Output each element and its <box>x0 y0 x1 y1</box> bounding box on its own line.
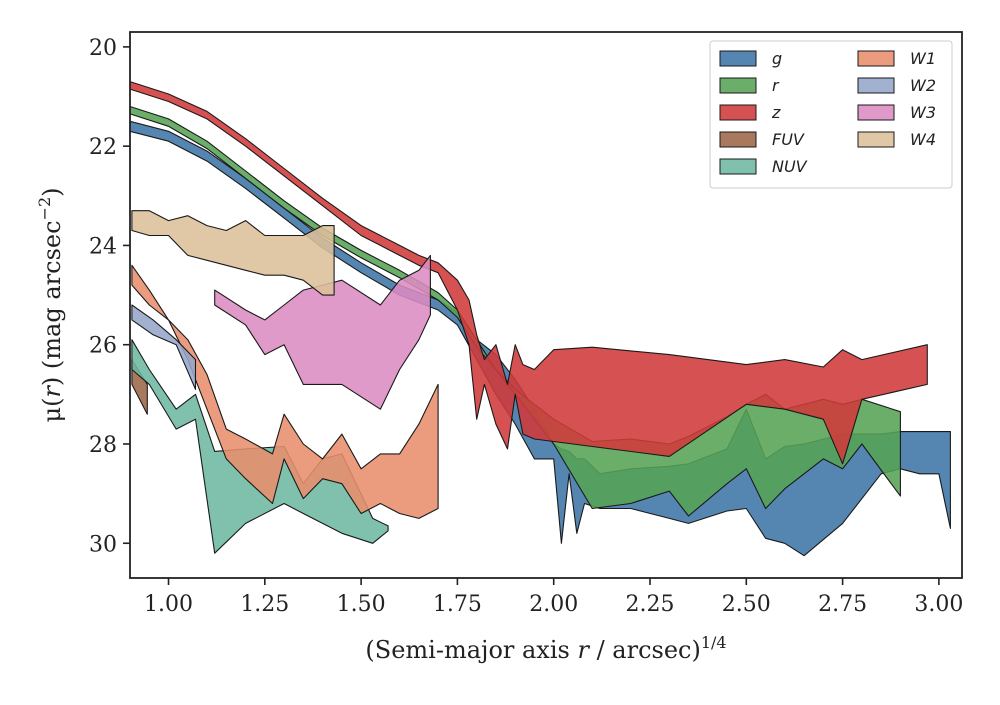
plot-frame <box>129 31 963 579</box>
legend-item-r: r <box>719 76 780 95</box>
legend-label: W4 <box>910 130 936 149</box>
legend-item-w2: W2 <box>857 76 936 95</box>
y-tick-label: 30 <box>89 532 117 557</box>
y-tick-label: 24 <box>89 234 117 259</box>
legend-label: z <box>771 103 781 122</box>
band-w2 <box>131 304 197 390</box>
legend-label: NUV <box>772 157 808 176</box>
x-tick-label: 2.25 <box>626 592 675 617</box>
legend-swatch <box>719 104 757 121</box>
legend-swatch <box>857 104 895 121</box>
x-tick-label: 1.75 <box>433 592 482 617</box>
legend-label: W3 <box>910 103 936 122</box>
band-w3 <box>214 254 431 410</box>
legend-label: r <box>772 76 780 95</box>
legend-swatch <box>857 50 895 67</box>
x-tick-label: 2.50 <box>722 592 771 617</box>
x-tick-label: 2.00 <box>529 592 578 617</box>
legend-swatch <box>857 131 895 148</box>
x-tick-label: 1.00 <box>144 592 193 617</box>
legend-label: W1 <box>910 49 936 68</box>
x-axis-label: (Semi-major axis r / arcsec)1/4 <box>365 633 726 664</box>
y-tick-label: 26 <box>89 334 117 359</box>
legend-swatch <box>719 131 757 148</box>
y-tick-label: 28 <box>89 433 117 458</box>
legend-item-w4: W4 <box>857 130 936 149</box>
legend-label: FUV <box>772 130 805 149</box>
legend-item-w3: W3 <box>857 103 936 122</box>
legend: grz FUV NUV W1 W2 W3 W4 <box>709 40 953 189</box>
legend-swatch <box>719 158 757 175</box>
x-tick-label: 3.00 <box>914 592 963 617</box>
band-z <box>129 81 928 465</box>
band-nuv <box>131 339 389 554</box>
band-w1 <box>131 264 439 519</box>
legend-swatch <box>719 77 757 94</box>
x-axis-ticks: 1.00 1.25 1.50 1.75 2.00 2.25 2.50 2.75 3.00 <box>144 578 963 617</box>
legend-item-z: z <box>719 103 781 122</box>
y-axis-label: μ(r) (mag arcsec−2) <box>35 187 66 422</box>
legend-item-g: g <box>719 49 782 68</box>
legend-item-w1: W1 <box>857 49 936 68</box>
legend-item-nuv: NUV <box>719 157 808 176</box>
x-tick-label: 2.75 <box>818 592 867 617</box>
legend-label: g <box>772 49 782 68</box>
x-tick-label: 1.50 <box>337 592 386 617</box>
legend-swatch <box>857 77 895 94</box>
y-axis-ticks: 20 22 24 26 28 30 <box>89 36 130 557</box>
y-tick-label: 22 <box>89 135 117 160</box>
legend-swatch <box>719 50 757 67</box>
band-w4 <box>131 210 335 296</box>
legend-label: W2 <box>910 76 936 95</box>
profile-bands <box>129 81 951 557</box>
x-tick-label: 1.25 <box>240 592 289 617</box>
legend-item-fuv: FUV <box>719 130 805 149</box>
y-tick-label: 20 <box>89 36 117 61</box>
